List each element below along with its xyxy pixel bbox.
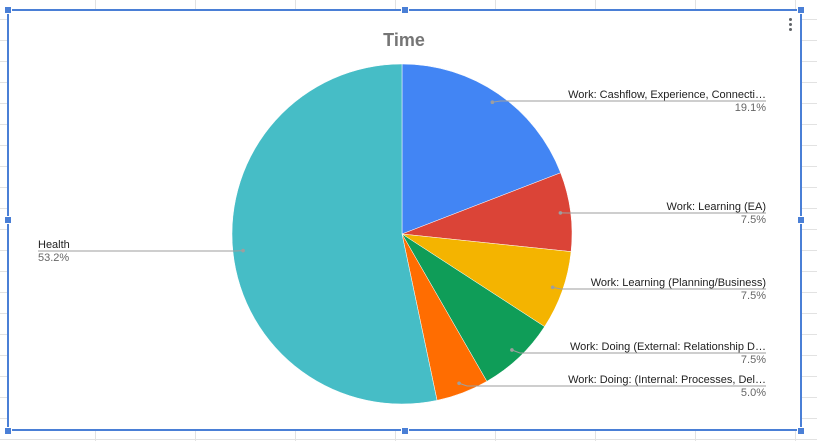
leader-dot [510, 348, 514, 352]
leader-dot [490, 100, 495, 105]
leader-dot [558, 211, 563, 215]
leader-line [552, 286, 766, 290]
resize-handle-top-left[interactable] [4, 6, 12, 14]
vertical-ellipsis-icon[interactable] [784, 16, 796, 36]
resize-handle-bottom-right[interactable] [797, 427, 805, 435]
slice-label: Work: Doing (External: Relationship D… [570, 341, 766, 353]
slice-value-label: 53.2% [38, 252, 69, 264]
leader-dot [457, 381, 461, 386]
resize-handle-bottom[interactable] [401, 427, 409, 435]
slice-label: Health [38, 239, 70, 251]
leader-line [511, 349, 766, 354]
leader-dot [550, 285, 555, 290]
resize-handle-left[interactable] [4, 216, 12, 224]
pie-slice [401, 63, 561, 235]
slice-value-label: 19.1% [735, 102, 766, 114]
slice-value-label: 7.5% [741, 354, 766, 366]
slice-label: Work: Cashflow, Experience, Connecti… [568, 89, 766, 101]
resize-handle-bottom-left[interactable] [4, 427, 12, 435]
resize-handle-top[interactable] [401, 6, 409, 14]
chart-title: Time [383, 30, 425, 50]
resize-handle-right[interactable] [797, 216, 805, 224]
slice-value-label: 7.5% [741, 290, 766, 302]
slice-value-label: 5.0% [741, 387, 766, 399]
slice-value-label: 7.5% [741, 214, 766, 226]
pie-slice [231, 63, 438, 405]
leader-line [492, 100, 766, 103]
resize-handle-top-right[interactable] [797, 6, 805, 14]
leader-line [458, 382, 766, 387]
leader-lines [38, 100, 766, 387]
slice-labels: Work: Cashflow, Experience, Connecti…19.… [38, 89, 766, 399]
slice-label: Work: Doing: (Internal: Processes, Del… [568, 374, 766, 386]
slice-label: Work: Learning (EA) [667, 201, 766, 213]
slice-label: Work: Learning (Planning/Business) [591, 277, 766, 289]
pie-slices [231, 63, 573, 405]
leader-dot [241, 248, 245, 253]
